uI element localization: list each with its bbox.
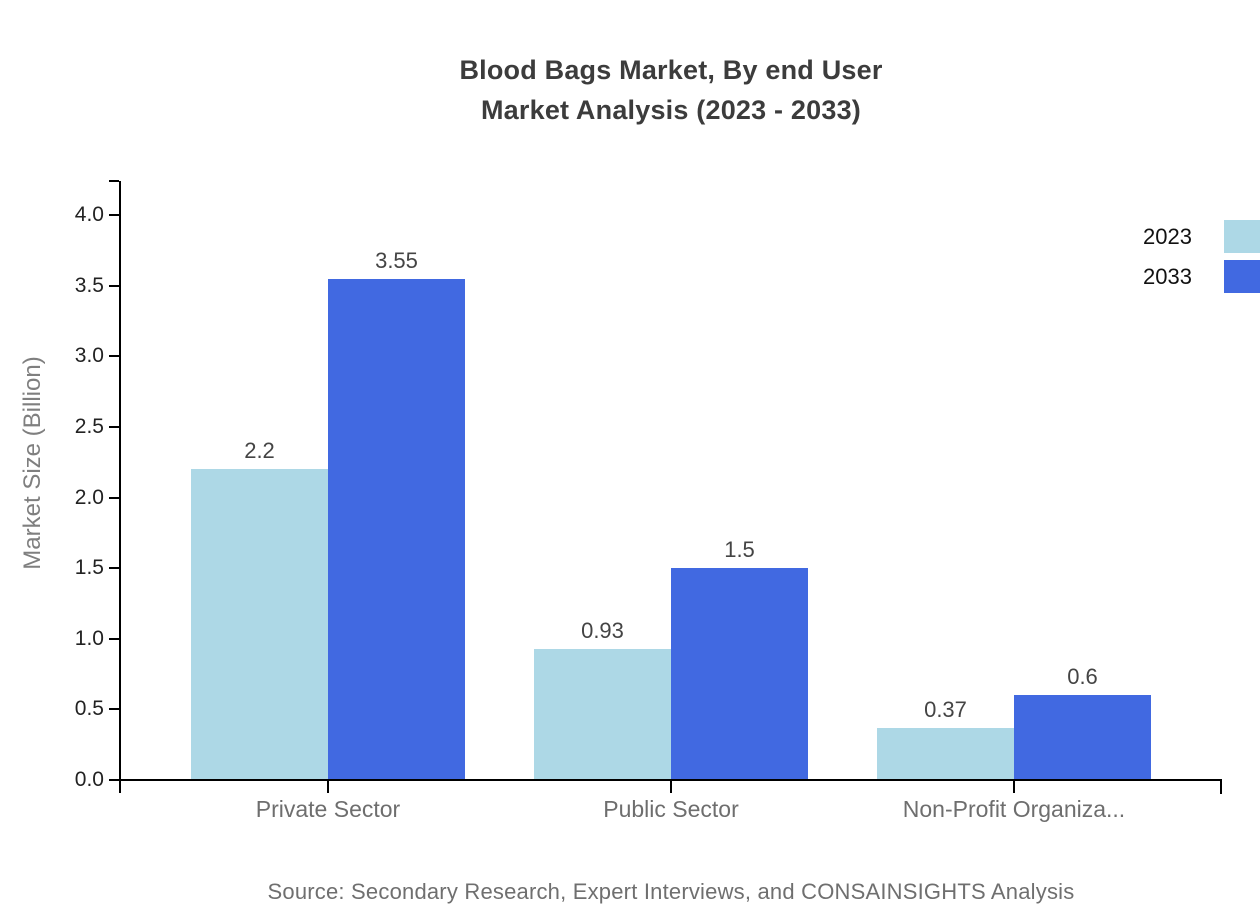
legend: 2023 2033	[1143, 220, 1260, 300]
legend-swatch-2023	[1224, 220, 1260, 253]
x-category-label: Private Sector	[255, 796, 401, 822]
y-tick-label: 1.0	[74, 626, 104, 650]
y-tick-label: 4.0	[74, 203, 104, 226]
y-axis-title: Market Size (Billion)	[19, 356, 46, 570]
bar-value-label: 1.5	[724, 537, 755, 562]
y-tick	[109, 779, 119, 781]
source-note: Source: Secondary Research, Expert Inter…	[267, 879, 1075, 904]
y-tick-label: 1.5	[74, 556, 104, 580]
bar-2023-1[interactable]	[534, 649, 671, 780]
bar-2023-2[interactable]	[877, 728, 1014, 780]
x-axis-end-tick	[1220, 781, 1222, 794]
bar-value-label: 0.93	[581, 618, 624, 643]
y-axis-line	[119, 181, 121, 793]
chart-title: Blood Bags Market, By end User Market An…	[80, 50, 1260, 130]
chart-title-line1: Blood Bags Market, By end User	[459, 55, 883, 85]
y-tick	[109, 284, 119, 287]
y-tick-label: 2.5	[74, 414, 104, 438]
legend-swatch-2033	[1224, 260, 1260, 293]
bar-value-label: 2.2	[244, 438, 275, 463]
bar-value-label: 0.6	[1067, 664, 1098, 689]
x-category-label: Public Sector	[603, 796, 739, 822]
legend-label-2033: 2033	[1143, 264, 1192, 289]
bar-2033-2[interactable]	[1014, 695, 1151, 780]
y-tick	[109, 496, 119, 499]
bar-value-label: 0.37	[924, 697, 967, 722]
bar-2033-1[interactable]	[671, 568, 808, 780]
y-tick-label: 0.0	[74, 768, 104, 791]
x-tick	[670, 781, 672, 793]
x-category-label: Non-Profit Organiza...	[902, 796, 1126, 822]
y-tick	[109, 425, 119, 428]
y-tick-label: 2.0	[74, 485, 104, 509]
y-tick	[109, 214, 119, 216]
y-tick-label: 0.5	[74, 697, 104, 721]
x-axis-line	[119, 779, 1222, 781]
legend-item-2033[interactable]: 2033	[1143, 260, 1260, 293]
y-tick	[109, 708, 119, 711]
bar-2023-0[interactable]	[191, 469, 328, 780]
x-tick	[327, 781, 329, 793]
y-tick	[109, 637, 119, 640]
bar-2033-0[interactable]	[328, 279, 465, 780]
y-tick	[109, 355, 119, 358]
bar-value-label: 3.55	[375, 248, 418, 273]
chart-title-line2: Market Analysis (2023 - 2033)	[480, 95, 861, 125]
x-tick	[1013, 781, 1015, 793]
legend-item-2023[interactable]: 2023	[1143, 220, 1260, 253]
y-tick	[109, 567, 119, 570]
y-tick-label: 3.0	[74, 344, 104, 368]
y-axis-end-tick	[109, 180, 119, 182]
y-tick-label: 3.5	[74, 273, 104, 297]
legend-label-2023: 2023	[1143, 224, 1192, 249]
